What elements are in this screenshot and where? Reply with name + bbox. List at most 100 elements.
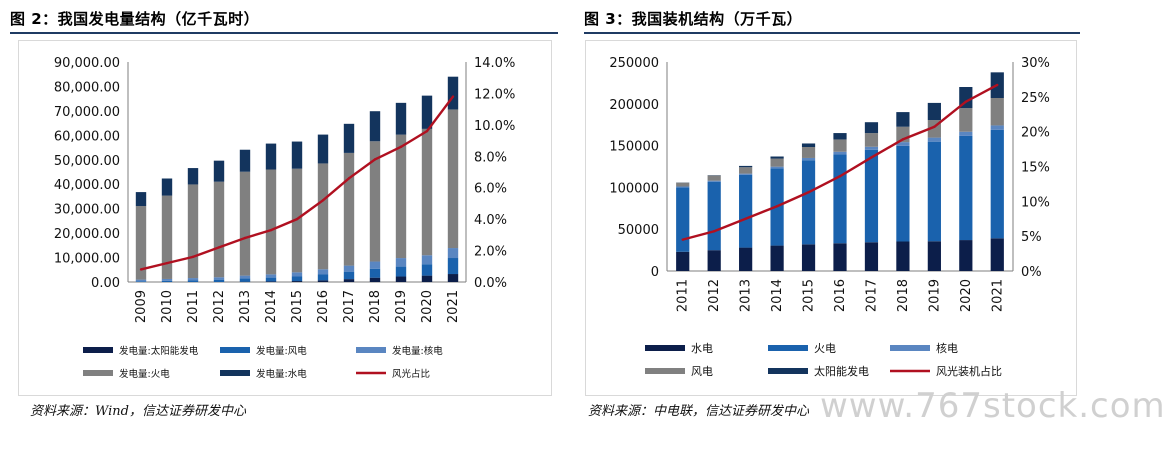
bar-segment <box>343 271 355 280</box>
bar-segment <box>990 129 1004 239</box>
bar-segment <box>927 102 941 121</box>
bar-segment <box>447 109 459 249</box>
bar-segment <box>676 186 690 188</box>
legend-label: 太阳能发电 <box>814 364 869 378</box>
bar-segment <box>801 244 816 271</box>
bar-segment <box>291 276 303 282</box>
x-tick-label: 2016 <box>833 279 848 312</box>
figure-2-source: 资料来源：Wind，信达证券研发中心 <box>30 404 246 419</box>
bar-segment <box>421 275 433 282</box>
line-point <box>425 129 429 133</box>
x-tick-label: 2010 <box>160 290 175 323</box>
bar-segment <box>291 272 303 277</box>
y2-tick-label: 4.0% <box>474 213 507 228</box>
bar-segment <box>317 280 329 282</box>
x-tick-label: 2015 <box>802 279 817 312</box>
line-point <box>775 205 779 208</box>
legend-label: 风光装机占比 <box>936 364 1002 378</box>
bar-segment <box>421 255 433 265</box>
bar-segment <box>447 76 459 110</box>
x-tick-label: 2015 <box>290 290 305 323</box>
y-tick-label: 90,000.00 <box>54 56 120 71</box>
bar-segment <box>739 173 753 175</box>
line-point <box>295 217 299 221</box>
x-tick-label: 2012 <box>707 279 722 312</box>
bar-segment <box>707 180 721 182</box>
y-tick-label: 70,000.00 <box>54 105 120 120</box>
line-point <box>901 138 905 141</box>
x-tick-label: 2011 <box>676 279 691 312</box>
bar-segment <box>239 278 251 282</box>
installed-capacity-chart: 0 50000 100000 150000 200000 250000 0% 5% 10% 15%… <box>609 56 1050 378</box>
x-tick-label: 2014 <box>770 279 785 312</box>
bar-segment <box>317 134 329 164</box>
legend-label: 发电量:水电 <box>256 368 307 380</box>
line-point <box>373 158 377 161</box>
bar-segment <box>395 276 407 282</box>
x-tick-label: 2009 <box>134 290 149 323</box>
x-tick-label: 2013 <box>739 279 754 312</box>
generation-structure-chart: 0.00 10,000.00 20,000.00 30,000.00 40,000.00… <box>54 56 515 380</box>
bar-segment <box>239 171 251 276</box>
legend-swatch <box>356 347 386 353</box>
bar-segment <box>447 258 459 275</box>
line-point <box>191 255 195 259</box>
x-tick-label: 2020 <box>959 279 974 312</box>
bar-segment <box>135 206 147 280</box>
line-point <box>139 268 143 271</box>
bar-segment <box>707 181 721 251</box>
bar-segment <box>187 278 199 281</box>
bar-segment <box>161 278 173 281</box>
bar-segment <box>959 240 973 271</box>
y-tick-label: 80,000.00 <box>54 80 120 95</box>
bar-segment <box>395 134 407 259</box>
y2-tick-label: 2.0% <box>474 245 507 260</box>
y2-tick-label: 25% <box>1021 91 1050 106</box>
bar-segment <box>135 279 147 282</box>
bar-segment <box>833 139 847 152</box>
x-tick-label: 2019 <box>394 290 409 323</box>
bar-segment <box>369 261 381 269</box>
y-tick-label: 50000 <box>618 223 659 238</box>
bar-segment <box>213 277 225 280</box>
legend-swatch <box>768 345 808 351</box>
y-tick-label: 250000 <box>609 56 659 71</box>
bar-segment <box>676 187 690 252</box>
bar-segment <box>676 251 690 271</box>
x-tick-label: 2020 <box>420 290 435 323</box>
bar-segment <box>291 141 303 169</box>
x-tick-label: 2019 <box>927 279 942 312</box>
watermark: www.767stock.com <box>820 386 1164 426</box>
figure-2-title-rule <box>10 32 558 34</box>
y2-tick-label: 5% <box>1021 230 1042 245</box>
bar-segment <box>864 242 879 271</box>
line-point <box>712 230 716 233</box>
legend-label: 风电 <box>691 365 713 378</box>
bar-segment <box>239 275 251 279</box>
line-point <box>321 199 325 202</box>
bar-segment <box>896 142 910 146</box>
figure-3-title-rule <box>584 32 1080 34</box>
bar-segment <box>421 264 433 276</box>
bar-segment <box>801 143 816 148</box>
line-point <box>933 125 936 128</box>
line-point <box>681 238 684 241</box>
bar-segment <box>770 166 784 169</box>
bar-segment <box>317 163 329 270</box>
legend-label: 核电 <box>936 341 958 355</box>
bar-segment <box>187 280 199 282</box>
bar-segment <box>896 241 910 271</box>
bar-segment <box>770 245 784 271</box>
x-tick-label: 2021 <box>446 290 461 323</box>
bar-segment <box>135 192 147 207</box>
figure-2-frame <box>18 40 552 396</box>
figure-3-title: 图 3：我国装机结构（万千瓦） <box>584 10 803 28</box>
legend-swatch <box>890 345 930 351</box>
bar-segment <box>239 149 251 172</box>
x-tick-label: 2017 <box>342 290 357 323</box>
bar-segment <box>927 141 941 242</box>
bar-segment <box>739 247 753 271</box>
bar-segment <box>990 98 1004 126</box>
x-tick-label: 2018 <box>368 290 383 323</box>
x-tick-label: 2014 <box>264 290 279 323</box>
